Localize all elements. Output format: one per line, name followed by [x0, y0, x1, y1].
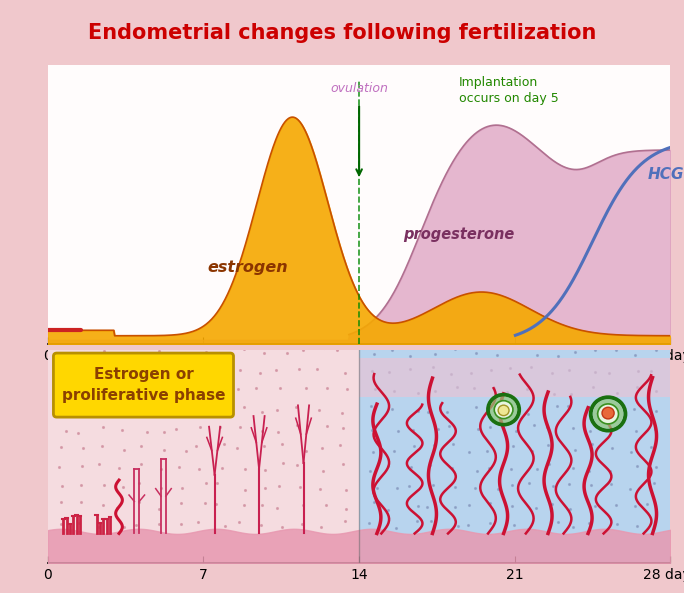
Text: ovulation: ovulation	[330, 82, 388, 95]
Text: Estrogen or
proliferative phase: Estrogen or proliferative phase	[62, 367, 225, 403]
Text: estrogen: estrogen	[208, 260, 288, 275]
Circle shape	[602, 407, 614, 419]
Circle shape	[490, 397, 517, 423]
Text: Implantation
occurs on day 5: Implantation occurs on day 5	[459, 76, 559, 105]
Bar	[48, 350, 359, 563]
FancyBboxPatch shape	[53, 353, 233, 417]
Bar	[359, 350, 670, 563]
Text: progesterone: progesterone	[404, 227, 515, 242]
Circle shape	[593, 399, 623, 429]
Circle shape	[498, 405, 509, 416]
Circle shape	[495, 401, 513, 419]
Circle shape	[598, 404, 618, 424]
Text: Endometrial changes following fertilization: Endometrial changes following fertilizat…	[88, 23, 596, 43]
Bar	[359, 358, 670, 397]
Text: HCG: HCG	[648, 167, 684, 182]
